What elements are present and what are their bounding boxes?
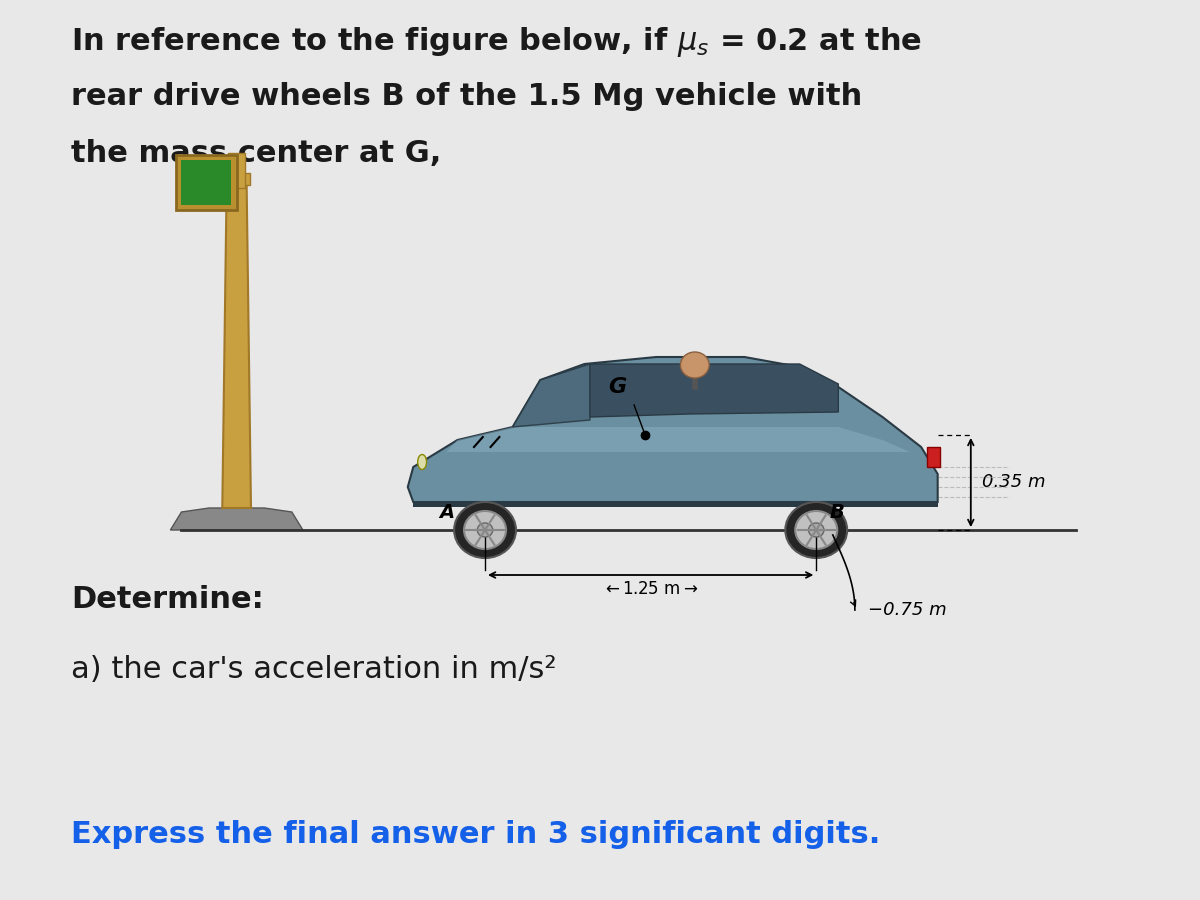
Text: Express the final answer in 3 significant digits.: Express the final answer in 3 significan… <box>71 820 881 849</box>
Text: Determine:: Determine: <box>71 585 264 614</box>
Text: In reference to the figure below, if $\mu_s$ = 0.2 at the: In reference to the figure below, if $\m… <box>71 25 922 59</box>
Polygon shape <box>408 357 937 502</box>
Bar <box>176 155 236 210</box>
Polygon shape <box>512 364 590 427</box>
Bar <box>223 173 250 185</box>
Circle shape <box>796 511 838 549</box>
Text: 0.35 m: 0.35 m <box>982 473 1045 491</box>
Circle shape <box>478 523 493 537</box>
Polygon shape <box>446 427 910 452</box>
Circle shape <box>680 352 709 378</box>
Bar <box>228 153 246 188</box>
Circle shape <box>464 511 506 549</box>
Circle shape <box>785 502 847 558</box>
Bar <box>926 447 940 467</box>
Text: $\leftarrow$1.25 m$\rightarrow$: $\leftarrow$1.25 m$\rightarrow$ <box>602 580 698 598</box>
Text: a) the car's acceleration in m/s²: a) the car's acceleration in m/s² <box>71 655 557 684</box>
Text: A: A <box>439 503 454 522</box>
Text: G: G <box>608 377 626 397</box>
Polygon shape <box>222 180 251 508</box>
Bar <box>181 160 232 205</box>
Text: B: B <box>829 503 845 522</box>
Circle shape <box>809 523 824 537</box>
Polygon shape <box>170 508 302 530</box>
Text: rear drive wheels B of the 1.5 Mg vehicle with: rear drive wheels B of the 1.5 Mg vehicl… <box>71 82 863 111</box>
Text: −0.75 m: −0.75 m <box>868 601 947 619</box>
Polygon shape <box>413 502 937 507</box>
Circle shape <box>454 502 516 558</box>
Ellipse shape <box>418 454 426 470</box>
Polygon shape <box>590 364 839 417</box>
Text: the mass center at G,: the mass center at G, <box>71 139 442 168</box>
